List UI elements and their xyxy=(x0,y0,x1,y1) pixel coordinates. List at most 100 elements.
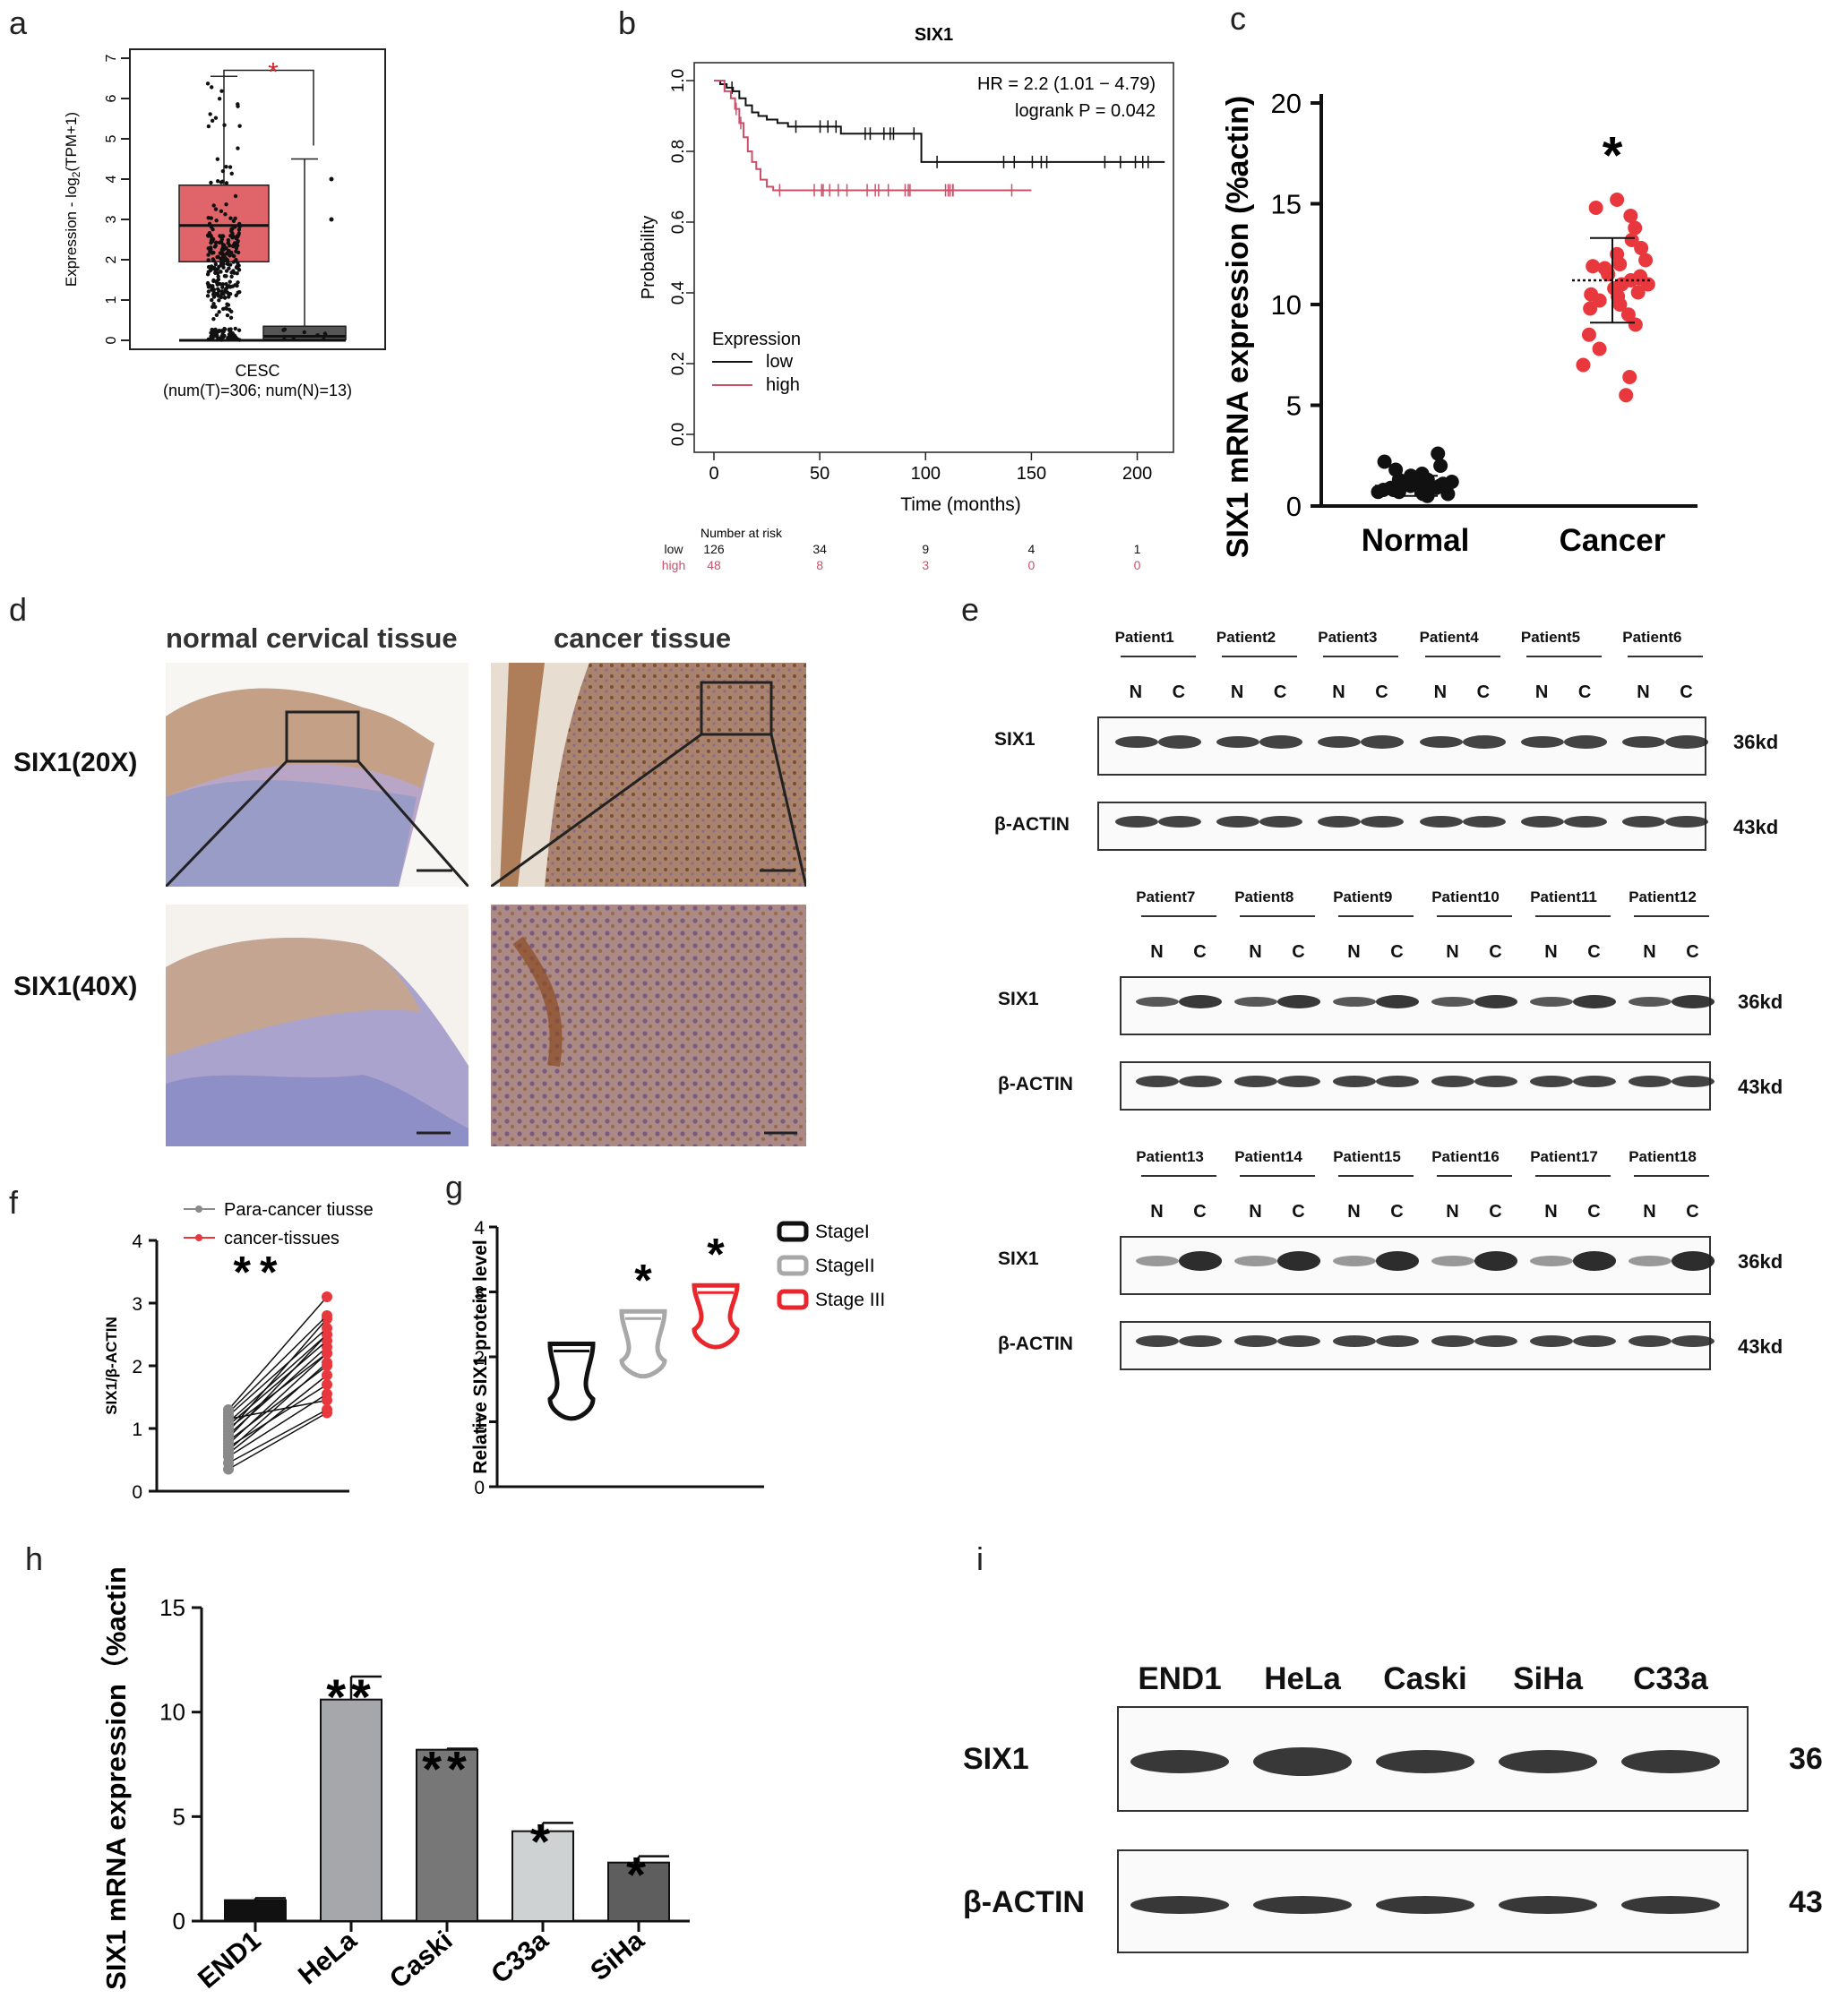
blot-band xyxy=(1136,1075,1180,1087)
xtick-label-b-3: 150 xyxy=(1017,464,1046,484)
patient-label: Patient18 xyxy=(1629,1148,1697,1165)
ytick-label-c-1: 5 xyxy=(1286,390,1302,422)
ytick-label-a-0: 0 xyxy=(104,336,119,344)
tumor-point xyxy=(233,193,238,199)
tumor-point xyxy=(236,328,242,332)
blot-band xyxy=(1259,815,1302,828)
blot-kd-label: 36kd xyxy=(1733,731,1779,753)
blot-row-label: β-ACTIN xyxy=(994,814,1070,835)
blot-band-i xyxy=(1253,1896,1352,1914)
sig-star-c: * xyxy=(1603,126,1623,184)
tumor-point xyxy=(216,274,220,279)
tumor-point xyxy=(236,250,241,255)
tumor-point xyxy=(227,295,231,299)
tumor-point xyxy=(213,207,219,211)
blot-band xyxy=(1431,996,1475,1007)
patient-label: Patient10 xyxy=(1431,888,1500,905)
tumor-point xyxy=(207,221,212,227)
tumor-point xyxy=(236,235,240,239)
blot-band xyxy=(1563,734,1607,749)
blot-band xyxy=(1234,1256,1278,1266)
risk-value-high: 48 xyxy=(707,558,721,572)
lane-label-N: N xyxy=(1534,682,1549,702)
sig-star-a: * xyxy=(268,58,279,88)
blot-band xyxy=(1622,735,1666,748)
patient-label: Patient12 xyxy=(1629,888,1697,905)
patient-label: Patient13 xyxy=(1136,1148,1204,1165)
lane-label-N: N xyxy=(1150,1202,1164,1222)
blot-kd-label: 36kd xyxy=(1738,1250,1783,1273)
lane-label-HeLa: HeLa xyxy=(1264,1661,1341,1696)
risk-table-title: Number at risk xyxy=(700,526,783,540)
ylabel-c: SIX1 mRNA expression (%actin) xyxy=(1221,96,1255,558)
pair-line-4 xyxy=(228,1361,328,1452)
tumor-point xyxy=(232,270,236,275)
tumor-point xyxy=(234,293,238,298)
pair-line-7 xyxy=(228,1365,328,1442)
blot-band xyxy=(1376,1075,1420,1087)
patient-label: Patient6 xyxy=(1622,629,1682,646)
data-point xyxy=(1584,287,1599,302)
lane-label-C: C xyxy=(1680,682,1693,702)
lane-label-N: N xyxy=(1249,942,1262,962)
tumor-point xyxy=(217,310,221,314)
ytick-label-h-1: 5 xyxy=(173,1803,185,1830)
lane-label-C: C xyxy=(1686,1202,1699,1222)
legend-label-g-1: StageII xyxy=(815,1256,875,1276)
para-point-17 xyxy=(223,1404,234,1415)
blot-band xyxy=(1376,1334,1420,1347)
tumor-point xyxy=(206,216,211,220)
patient-label: Patient16 xyxy=(1431,1148,1500,1165)
blot-band-i xyxy=(1499,1896,1597,1914)
panel-label-b: b xyxy=(618,4,637,41)
tumor-point xyxy=(218,234,222,238)
ytick-label-f-0: 0 xyxy=(132,1482,142,1503)
tumor-point xyxy=(211,265,215,270)
blot-band xyxy=(1333,1334,1377,1347)
tumor-point xyxy=(221,247,227,252)
cancer-point-11 xyxy=(322,1348,332,1359)
tumor-point xyxy=(236,261,240,265)
data-point xyxy=(1623,209,1638,223)
blot-row-label: β-ACTIN xyxy=(998,1074,1073,1094)
ytick-label-b-4: 0.8 xyxy=(669,140,688,163)
legend-title-b: Expression xyxy=(712,330,801,349)
ytick-label-f-4: 4 xyxy=(132,1231,142,1252)
bar-END1 xyxy=(224,1899,287,1922)
data-point xyxy=(1576,357,1591,373)
points-Cancer xyxy=(1576,193,1655,403)
xtick-label-h-2: Caski xyxy=(384,1926,459,1995)
legend-marker-f-1 xyxy=(195,1234,202,1241)
lane-label-N: N xyxy=(1347,1202,1361,1222)
legend-label-f-1: cancer-tissues xyxy=(224,1229,339,1248)
tumor-point xyxy=(228,315,234,321)
tumor-point xyxy=(224,202,228,207)
lane-label-N: N xyxy=(1643,942,1656,962)
blot-band-i xyxy=(1621,1750,1720,1773)
patient-underline xyxy=(1424,656,1500,657)
lane-label-N: N xyxy=(1446,942,1459,962)
tumor-point xyxy=(220,285,225,289)
blot-band xyxy=(1431,1075,1475,1087)
tumor-point xyxy=(229,171,234,176)
ylabel-b: Probability xyxy=(639,216,658,299)
tumor-point xyxy=(209,180,213,185)
tumor-point xyxy=(210,118,215,124)
title-b: SIX1 xyxy=(915,25,953,45)
blot-kd-label-i: 36kd xyxy=(1789,1742,1822,1776)
data-point xyxy=(1619,388,1634,403)
patient-label: Patient9 xyxy=(1333,888,1393,905)
blot-band-i xyxy=(1376,1750,1474,1773)
tumor-point xyxy=(226,291,230,296)
tumor-point xyxy=(213,270,218,275)
normal-point xyxy=(315,333,320,338)
pair-line-14 xyxy=(228,1399,328,1420)
blot-band-i xyxy=(1130,1896,1229,1914)
panel-label-d: d xyxy=(9,591,28,628)
patient-underline xyxy=(1535,1175,1611,1177)
blot-band-i xyxy=(1499,1750,1597,1773)
ytick-label-h-0: 0 xyxy=(173,1908,185,1935)
patient-underline xyxy=(1535,915,1611,917)
tumor-point xyxy=(208,112,212,116)
lane-label-C: C xyxy=(1390,1202,1404,1222)
